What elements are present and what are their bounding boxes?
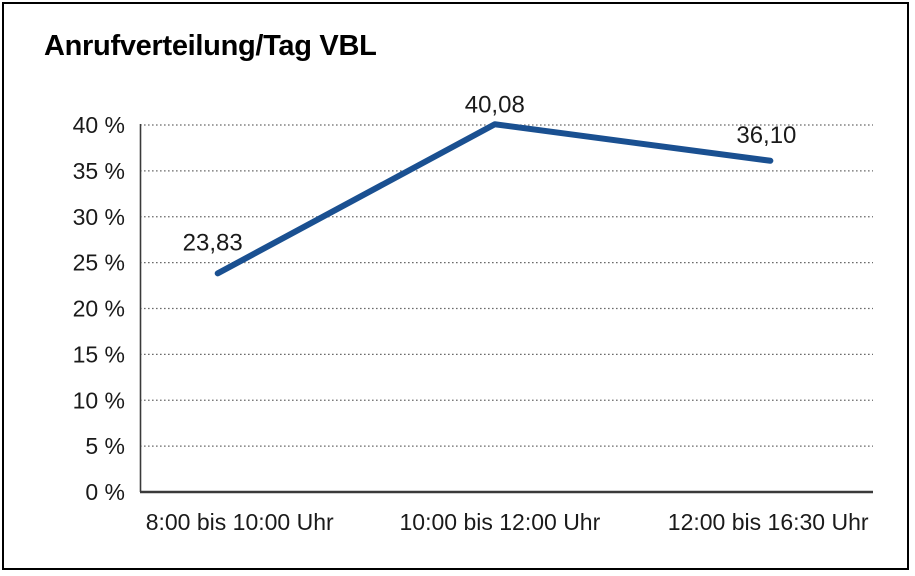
chart-frame: Anrufverteilung/Tag VBL [2,2,909,570]
x-category-label: 8:00 bis 10:00 Uhr [146,509,334,535]
data-point-label: 36,10 [736,122,796,149]
y-tick-label: 20 % [73,296,125,322]
x-category-label: 10:00 bis 12:00 Uhr [400,509,601,535]
y-tick-label: 5 % [85,433,125,459]
data-point-label: 40,08 [465,91,525,118]
y-tick-label: 40 % [73,112,125,138]
y-tick-label: 25 % [73,250,125,276]
chart-title: Anrufverteilung/Tag VBL [44,30,377,62]
data-point-label: 23,83 [183,229,243,256]
y-tick-label: 15 % [73,341,125,367]
y-tick-label: 10 % [73,387,125,413]
y-tick-label: 35 % [73,158,125,184]
x-category-label: 12:00 bis 16:30 Uhr [668,509,869,535]
y-tick-label: 30 % [73,204,125,230]
data-line [214,121,774,277]
y-tick-label: 0 % [85,479,125,505]
